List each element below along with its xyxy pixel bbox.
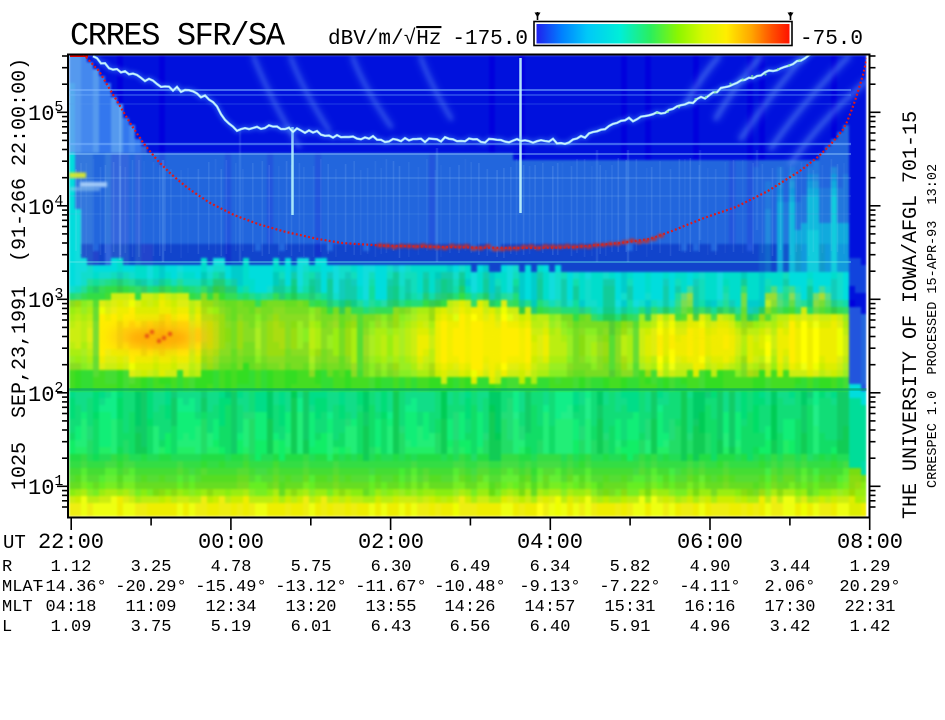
svg-text:00:00: 00:00 [198, 530, 264, 555]
svg-text:6.01: 6.01 [291, 618, 332, 637]
svg-text:-11.67°: -11.67° [355, 578, 426, 597]
svg-text:6.49: 6.49 [450, 558, 491, 577]
svg-text:THE UNIVERSITY OF IOWA/AFGL 70: THE UNIVERSITY OF IOWA/AFGL 701-15 [900, 111, 923, 519]
svg-text:04:00: 04:00 [517, 530, 583, 555]
svg-text:17:30: 17:30 [764, 598, 815, 617]
svg-text:-14.36°: -14.36° [35, 578, 106, 597]
svg-text:6.56: 6.56 [450, 618, 491, 637]
svg-text:6.40: 6.40 [530, 618, 571, 637]
svg-text:4.78: 4.78 [211, 558, 252, 577]
svg-text:CRRES SFR/SA: CRRES SFR/SA [70, 18, 286, 55]
svg-text:-9.13°: -9.13° [519, 578, 580, 597]
svg-text:dBV/m/√Hz: dBV/m/√Hz [328, 27, 441, 51]
svg-text:1.09: 1.09 [51, 618, 92, 637]
svg-text:4.90: 4.90 [690, 558, 731, 577]
svg-text:08:00: 08:00 [837, 530, 903, 555]
svg-text:R: R [2, 558, 12, 577]
svg-text:-7.22°: -7.22° [599, 578, 660, 597]
svg-text:6.34: 6.34 [530, 558, 571, 577]
svg-text:1.12: 1.12 [51, 558, 92, 577]
svg-text:13:55: 13:55 [365, 598, 416, 617]
svg-text:11:09: 11:09 [125, 598, 176, 617]
svg-text:20.29°: 20.29° [839, 578, 900, 597]
svg-text:UT: UT [3, 532, 26, 554]
svg-text:02:00: 02:00 [358, 530, 424, 555]
svg-text:22:00: 22:00 [38, 530, 104, 555]
svg-text:1.29: 1.29 [850, 558, 891, 577]
svg-text:-175.0: -175.0 [452, 28, 528, 51]
svg-text:4.96: 4.96 [690, 618, 731, 637]
svg-text:5.19: 5.19 [211, 618, 252, 637]
svg-text:12:34: 12:34 [205, 598, 256, 617]
svg-text:2.06°: 2.06° [764, 578, 815, 597]
svg-text:14:57: 14:57 [524, 598, 575, 617]
svg-text:-15.49°: -15.49° [195, 578, 266, 597]
svg-text:6.30: 6.30 [371, 558, 412, 577]
svg-text:3.75: 3.75 [131, 618, 172, 637]
svg-text:L: L [2, 618, 12, 637]
svg-text:13:20: 13:20 [285, 598, 336, 617]
svg-text:-20.29°: -20.29° [115, 578, 186, 597]
svg-text:-10.48°: -10.48° [434, 578, 505, 597]
svg-text:16:16: 16:16 [684, 598, 735, 617]
svg-text:06:00: 06:00 [677, 530, 743, 555]
svg-text:CRRESPEC 1.0 PROCESSED 15-APR: CRRESPEC 1.0 PROCESSED 15-APR-93 13:02 [926, 164, 941, 488]
svg-text:5.75: 5.75 [291, 558, 332, 577]
svg-text:5.82: 5.82 [610, 558, 651, 577]
svg-text:-4.11°: -4.11° [679, 578, 740, 597]
svg-text:-75.0: -75.0 [800, 28, 863, 51]
svg-text:MLT: MLT [2, 598, 33, 617]
svg-text:5.91: 5.91 [610, 618, 651, 637]
svg-text:22:31: 22:31 [844, 598, 895, 617]
svg-text:04:18: 04:18 [45, 598, 96, 617]
svg-text:3.42: 3.42 [770, 618, 811, 637]
svg-text:1.42: 1.42 [850, 618, 891, 637]
svg-text:14:26: 14:26 [444, 598, 495, 617]
svg-text:MLAT: MLAT [2, 578, 43, 597]
svg-text:3.25: 3.25 [131, 558, 172, 577]
svg-text:6.43: 6.43 [371, 618, 412, 637]
svg-text:3.44: 3.44 [770, 558, 811, 577]
svg-text:-13.12°: -13.12° [275, 578, 346, 597]
svg-text:15:31: 15:31 [604, 598, 655, 617]
svg-text:1025 SEP,23,1991 (91-266 22:: 1025 SEP,23,1991 (91-266 22:00:00) [9, 58, 32, 490]
